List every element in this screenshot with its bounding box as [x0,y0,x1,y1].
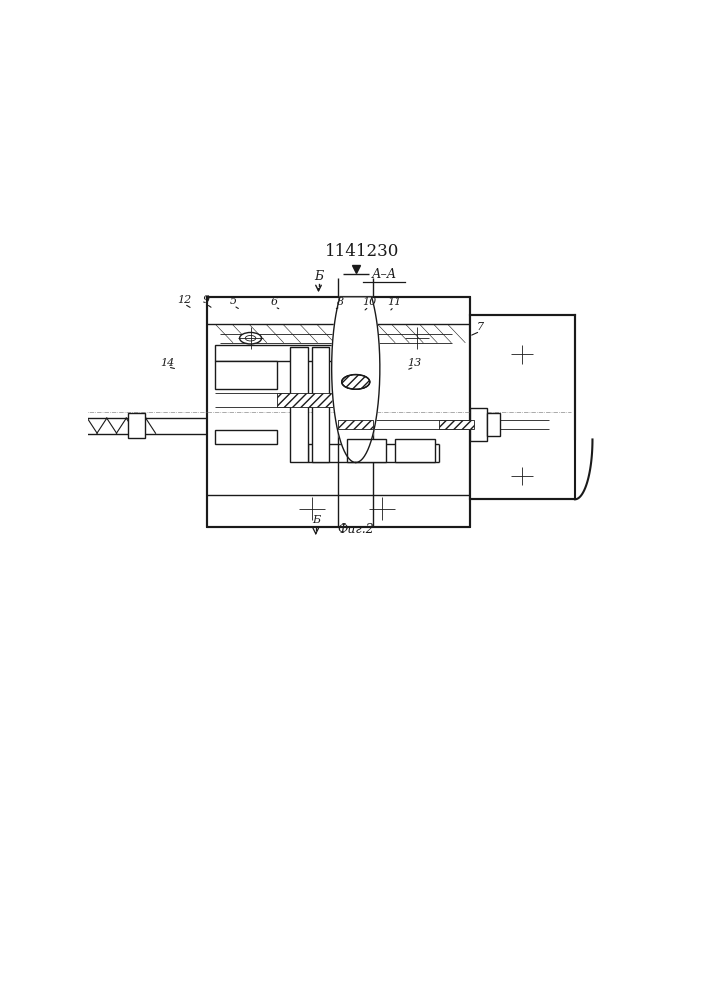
Text: 8: 8 [337,297,344,307]
Text: 9: 9 [203,295,210,305]
Text: 7: 7 [477,322,484,332]
Ellipse shape [240,332,262,344]
Text: 5: 5 [230,296,237,306]
Bar [487,413,501,436]
Polygon shape [332,297,380,462]
Bar [338,420,373,429]
Text: А–А: А–А [372,268,397,281]
Text: 14: 14 [160,358,175,368]
Bar [216,345,334,361]
Text: 13: 13 [407,358,421,368]
Text: 12: 12 [177,295,192,305]
Ellipse shape [245,335,256,341]
Bar [23,412,58,439]
Text: Фиг.2: Фиг.2 [338,523,375,536]
Bar [290,347,308,462]
Text: 6: 6 [271,297,279,307]
Text: 11: 11 [387,297,402,307]
Text: Б: Б [314,270,323,283]
Bar [216,430,277,444]
Bar [439,420,474,429]
Bar [216,361,277,389]
Bar [206,297,469,527]
Bar [312,347,329,462]
Text: 10: 10 [362,297,376,307]
Bar [469,315,575,499]
Bar [395,439,435,462]
Bar [469,408,487,441]
Bar [347,439,387,462]
Bar [128,413,146,438]
Text: 1141230: 1141230 [325,243,399,260]
Bar [277,393,338,407]
Text: Б: Б [312,515,320,525]
Ellipse shape [341,375,370,389]
